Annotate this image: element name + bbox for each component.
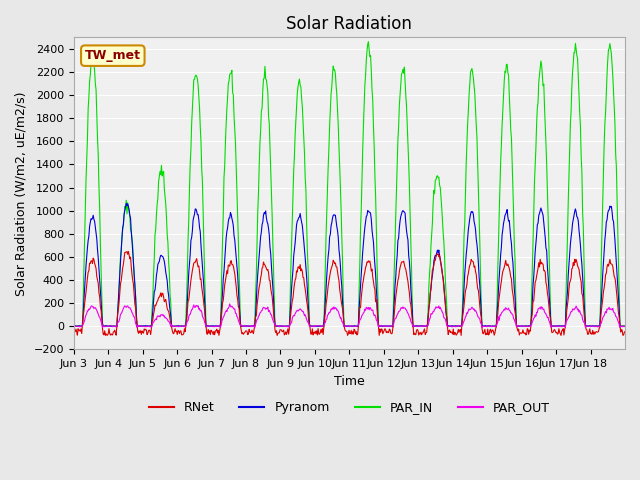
Text: TW_met: TW_met bbox=[85, 49, 141, 62]
Legend: RNet, Pyranom, PAR_IN, PAR_OUT: RNet, Pyranom, PAR_IN, PAR_OUT bbox=[144, 396, 555, 419]
Y-axis label: Solar Radiation (W/m2, uE/m2/s): Solar Radiation (W/m2, uE/m2/s) bbox=[15, 91, 28, 296]
X-axis label: Time: Time bbox=[334, 374, 365, 387]
Title: Solar Radiation: Solar Radiation bbox=[287, 15, 412, 33]
